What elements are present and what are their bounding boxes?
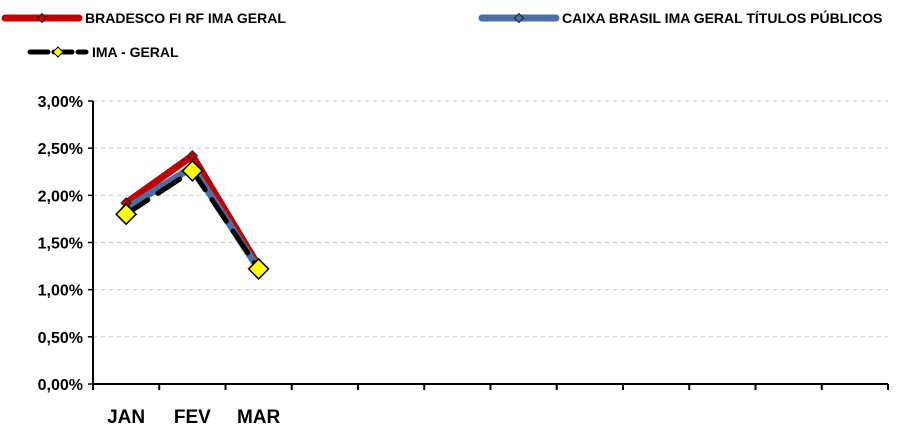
y-tick-label: 1,50% [38, 236, 83, 253]
series-markers [115, 150, 270, 280]
data-point [247, 257, 270, 280]
legend-marker-1 [36, 12, 48, 24]
legend: BRADESCO FI RF IMA GERAL CAIXA BRASIL IMA… [1, 9, 882, 60]
legend-label-2: CAIXA BRASIL IMA GERAL TÍTULOS PÚBLICOS [562, 9, 882, 26]
x-axis-tick-labels: JAN FEV MAR [107, 407, 280, 428]
y-tick-label: 0,50% [38, 330, 83, 347]
axes [88, 100, 889, 390]
y-tick-label: 2,50% [38, 141, 83, 158]
y-tick-label: 0,00% [38, 377, 83, 394]
legend-marker-2 [513, 12, 525, 24]
y-tick-label: 3,00% [38, 94, 83, 111]
data-point [115, 203, 138, 226]
x-tick-label: JAN [107, 407, 145, 428]
y-tick-label: 2,00% [38, 188, 83, 205]
gridlines [93, 100, 888, 338]
x-tick-label: FEV [174, 407, 211, 428]
y-tick-label: 1,00% [38, 283, 83, 300]
legend-label-1: BRADESCO FI RF IMA GERAL [85, 10, 286, 26]
legend-marker-3 [52, 46, 64, 58]
y-axis-tick-labels: 0,00% 0,50% 1,00% 1,50% 2,00% 2,50% 3,00% [38, 94, 83, 394]
series-line-2 [122, 163, 263, 273]
x-tick-label: MAR [237, 407, 281, 428]
data-point [181, 159, 204, 182]
legend-label-3: IMA - GERAL [92, 44, 179, 60]
